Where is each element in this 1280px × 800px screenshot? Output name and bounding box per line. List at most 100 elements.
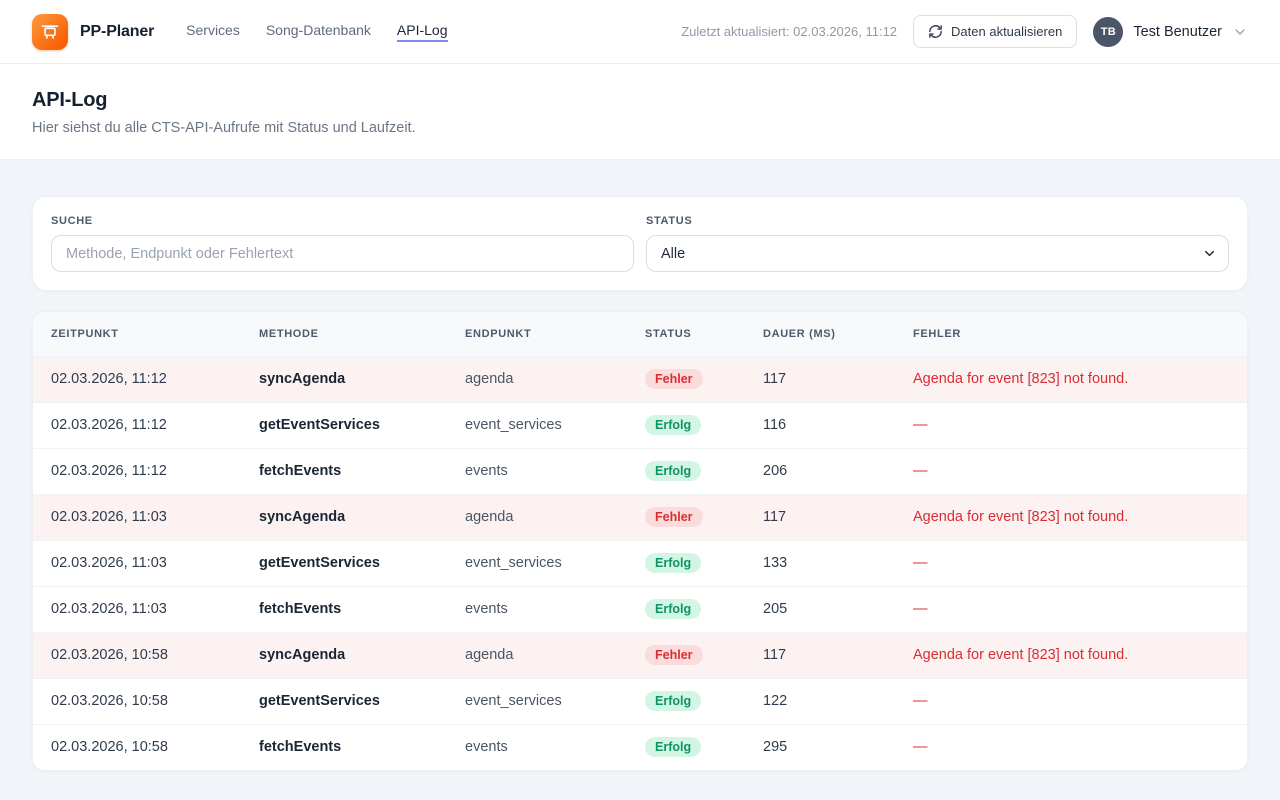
status-cell: Erfolg: [645, 677, 763, 724]
endpunkt-cell: event_services: [465, 677, 645, 724]
zeitpunkt-cell: 02.03.2026, 11:12: [33, 447, 259, 494]
endpunkt-cell: agenda: [465, 493, 645, 540]
methode-cell: syncAgenda: [259, 356, 465, 402]
status-badge: Fehler: [645, 369, 703, 389]
log-table-row: 02.03.2026, 11:12 syncAgenda agenda Fehler 1…: [33, 356, 1247, 402]
fehler-cell: —: [913, 585, 1247, 632]
fehler-cell: —: [913, 677, 1247, 724]
dauer-cell: 133: [763, 539, 913, 586]
dauer-cell: 295: [763, 723, 913, 770]
fehler-cell: Agenda for event [823] not found.: [913, 356, 1247, 402]
dauer-cell: 117: [763, 356, 913, 402]
log-table-row: 02.03.2026, 10:58 getEventServices event_s…: [33, 677, 1247, 724]
zeitpunkt-cell: 02.03.2026, 11:03: [33, 539, 259, 586]
zeitpunkt-cell: 02.03.2026, 11:03: [33, 585, 259, 632]
methode-cell: getEventServices: [259, 401, 465, 448]
log-table-row: 02.03.2026, 10:58 syncAgenda agenda Fehler 1…: [33, 631, 1247, 678]
column-header: ENDPUNKT: [465, 312, 645, 357]
dauer-cell: 117: [763, 493, 913, 540]
zeitpunkt-cell: 02.03.2026, 10:58: [33, 631, 259, 678]
last-updated-text: Zuletzt aktualisiert: 02.03.2026, 11:12: [681, 24, 898, 39]
dauer-cell: 205: [763, 585, 913, 632]
dauer-cell: 117: [763, 631, 913, 678]
status-cell: Erfolg: [645, 401, 763, 448]
status-select-wrap: Alle: [646, 235, 1229, 272]
status-cell: Erfolg: [645, 585, 763, 632]
zeitpunkt-cell: 02.03.2026, 11:12: [33, 356, 259, 402]
nav-item-api-log[interactable]: API-Log: [396, 22, 448, 42]
methode-cell: fetchEvents: [259, 723, 465, 770]
table-head: ZEITPUNKT METHODE ENDPUNKT STATUS DAUER (MS)…: [33, 312, 1247, 357]
column-header: STATUS: [645, 312, 763, 357]
page-head: API-Log Hier siehst du alle CTS-API-Aufr…: [0, 64, 1280, 160]
main-nav: Services Song-Datenbank API-Log: [186, 21, 448, 42]
search-label: SUCHE: [51, 215, 93, 227]
methode-cell: fetchEvents: [259, 585, 465, 632]
brand[interactable]: PP-Planer: [32, 13, 154, 50]
status-badge: Erfolg: [645, 553, 702, 573]
app-logo-icon: [32, 13, 68, 50]
methode-cell: fetchEvents: [259, 447, 465, 494]
dauer-cell: 206: [763, 447, 913, 494]
status-cell: Erfolg: [645, 723, 763, 770]
status-field-group: STATUS Alle: [646, 215, 1229, 272]
nav-item-services[interactable]: Services: [186, 21, 240, 38]
methode-cell: syncAgenda: [259, 631, 465, 678]
status-badge: Fehler: [645, 645, 703, 665]
log-table-row: 02.03.2026, 11:03 syncAgenda agenda Fehler 1…: [33, 493, 1247, 540]
column-header: METHODE: [259, 312, 465, 357]
endpunkt-cell: event_services: [465, 401, 645, 448]
page-title: API-Log: [32, 89, 108, 111]
fehler-cell: —: [913, 447, 1247, 494]
status-cell: Fehler: [645, 493, 763, 540]
avatar: TB: [1093, 16, 1124, 47]
fehler-cell: —: [913, 401, 1247, 448]
status-badge: Erfolg: [645, 415, 702, 435]
table-header-row: ZEITPUNKT METHODE ENDPUNKT STATUS DAUER (MS)…: [33, 312, 1247, 357]
endpunkt-cell: events: [465, 585, 645, 632]
log-table-row: 02.03.2026, 11:03 fetchEvents events Erfolg…: [33, 585, 1247, 632]
app-header: PP-Planer Services Song-Datenbank API-Log …: [0, 0, 1280, 64]
user-menu[interactable]: TB Test Benutzer: [1093, 16, 1248, 47]
user-name: Test Benutzer: [1133, 23, 1222, 40]
status-cell: Fehler: [645, 631, 763, 678]
zeitpunkt-cell: 02.03.2026, 10:58: [33, 677, 259, 724]
zeitpunkt-cell: 02.03.2026, 11:12: [33, 401, 259, 448]
log-table-row: 02.03.2026, 11:12 getEventServices event_s…: [33, 401, 1247, 448]
search-input[interactable]: [51, 235, 634, 272]
status-badge: Erfolg: [645, 599, 702, 619]
log-table-row: 02.03.2026, 10:58 fetchEvents events Erfolg…: [33, 723, 1247, 770]
endpunkt-cell: events: [465, 447, 645, 494]
refresh-data-button[interactable]: Daten aktualisieren: [913, 15, 1078, 48]
column-header: DAUER (MS): [763, 312, 913, 357]
methode-cell: syncAgenda: [259, 493, 465, 540]
fehler-cell: Agenda for event [823] not found.: [913, 493, 1247, 540]
nav-item-song-datenbank[interactable]: Song-Datenbank: [265, 21, 371, 38]
methode-cell: getEventServices: [259, 677, 465, 724]
status-badge: Erfolg: [645, 461, 702, 481]
status-cell: Erfolg: [645, 539, 763, 586]
status-cell: Fehler: [645, 356, 763, 402]
header-right: Zuletzt aktualisiert: 02.03.2026, 11:12 …: [681, 15, 1248, 48]
page-subtitle: Hier siehst du alle CTS-API-Aufrufe mit …: [32, 120, 416, 136]
endpunkt-cell: agenda: [465, 631, 645, 678]
refresh-button-label: Daten aktualisieren: [951, 24, 1063, 39]
api-log-table-card: ZEITPUNKT METHODE ENDPUNKT STATUS DAUER (MS)…: [32, 311, 1248, 771]
status-label: STATUS: [646, 215, 693, 227]
status-badge: Fehler: [645, 507, 703, 527]
status-select[interactable]: Alle: [646, 235, 1229, 272]
status-badge: Erfolg: [645, 691, 702, 711]
zeitpunkt-cell: 02.03.2026, 11:03: [33, 493, 259, 540]
search-field-group: SUCHE: [51, 215, 634, 272]
status-cell: Erfolg: [645, 447, 763, 494]
log-table-body: 02.03.2026, 11:12 syncAgenda agenda Fehler 1…: [33, 356, 1247, 770]
refresh-icon: [928, 24, 943, 39]
status-badge: Erfolg: [645, 737, 702, 758]
dauer-cell: 116: [763, 401, 913, 448]
api-log-table: ZEITPUNKT METHODE ENDPUNKT STATUS DAUER (MS)…: [33, 312, 1247, 770]
endpunkt-cell: agenda: [465, 356, 645, 402]
main-content: SUCHE STATUS Alle: [0, 160, 1280, 800]
log-table-row: 02.03.2026, 11:12 fetchEvents events Erfolg…: [33, 447, 1247, 494]
log-table-row: 02.03.2026, 11:03 getEventServices event_s…: [33, 539, 1247, 586]
fehler-cell: —: [913, 539, 1247, 586]
